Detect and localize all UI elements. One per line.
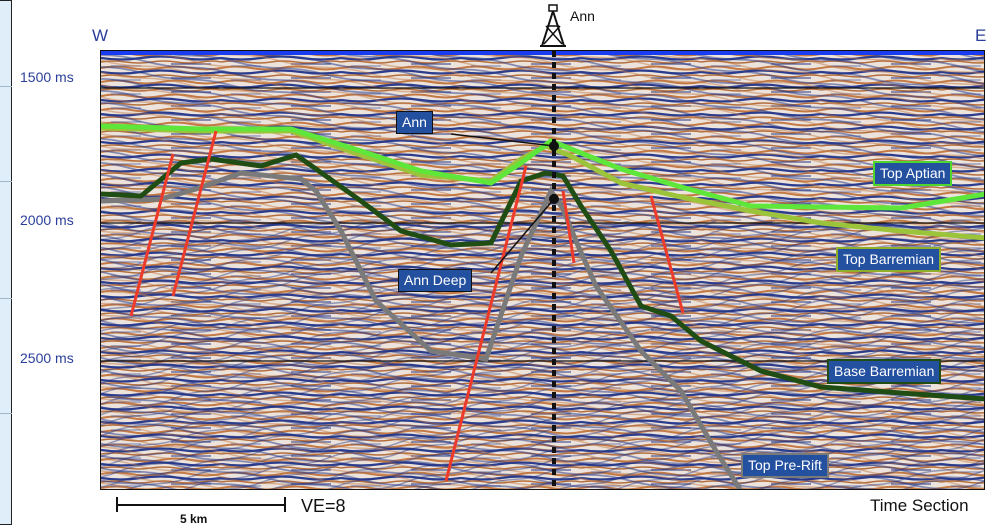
time-label-1500: 1500 ms xyxy=(20,69,74,85)
side-panel-divider xyxy=(0,181,12,182)
well-name-label: Ann xyxy=(570,8,595,24)
scale-bar-tick xyxy=(116,497,118,512)
horizon-top-aptian xyxy=(101,123,984,211)
section-type-label: Time Section xyxy=(870,496,969,515)
fault-line xyxy=(649,195,685,314)
side-panel-divider xyxy=(0,413,12,414)
fault-line xyxy=(561,190,576,264)
horizon-label-base-barremian: Base Barremian xyxy=(827,359,942,384)
side-panel xyxy=(0,0,12,525)
sea-floor-band xyxy=(101,51,984,55)
time-label-2500: 2500 ms xyxy=(20,350,74,366)
scale-label: 5 km xyxy=(180,512,208,526)
scale-bar xyxy=(117,504,285,506)
fault-line xyxy=(129,153,175,317)
horizon-top-pre-rift xyxy=(101,170,743,489)
derrick-icon xyxy=(540,4,566,47)
horizon-label-top-barremian: Top Barremian xyxy=(836,247,942,272)
west-label: W xyxy=(92,26,109,45)
vertical-exaggeration-label: VE=8 xyxy=(301,496,346,516)
east-label: E xyxy=(975,26,987,45)
time-label-2000: 2000 ms xyxy=(20,212,74,228)
fault-line xyxy=(171,130,218,297)
side-panel-divider xyxy=(0,298,12,299)
target-ann-deep-label: Ann Deep xyxy=(398,269,473,292)
leader-ann xyxy=(450,133,555,147)
horizon-label-top-aptian: Top Aptian xyxy=(873,161,953,186)
leader-ann-deep xyxy=(490,198,555,274)
side-panel-divider xyxy=(0,86,12,87)
scale-bar-tick xyxy=(284,497,286,512)
fault-line xyxy=(444,165,528,482)
target-ann-label: Ann xyxy=(396,111,433,134)
horizon-label-top-pre-rift: Top Pre-Rift xyxy=(741,453,829,478)
